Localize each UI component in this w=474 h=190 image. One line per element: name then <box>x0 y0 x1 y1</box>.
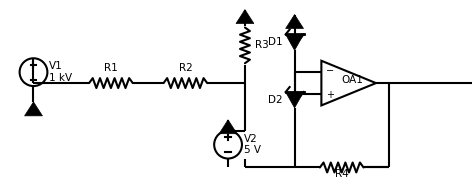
Text: +: + <box>326 90 334 100</box>
Text: V2
5 V: V2 5 V <box>244 134 261 155</box>
Polygon shape <box>286 34 303 50</box>
Polygon shape <box>286 92 303 108</box>
Text: R4: R4 <box>335 169 348 179</box>
Polygon shape <box>219 120 237 134</box>
Polygon shape <box>25 102 43 116</box>
Text: D1: D1 <box>268 37 283 47</box>
Polygon shape <box>286 15 303 28</box>
Text: R2: R2 <box>179 63 192 73</box>
Text: R3: R3 <box>255 40 269 50</box>
Text: −: − <box>326 66 335 76</box>
Text: V1
1 kV: V1 1 kV <box>49 61 73 83</box>
Text: R1: R1 <box>104 63 118 73</box>
Polygon shape <box>236 10 254 24</box>
Text: D2: D2 <box>268 95 283 105</box>
Text: OA1: OA1 <box>341 75 363 85</box>
